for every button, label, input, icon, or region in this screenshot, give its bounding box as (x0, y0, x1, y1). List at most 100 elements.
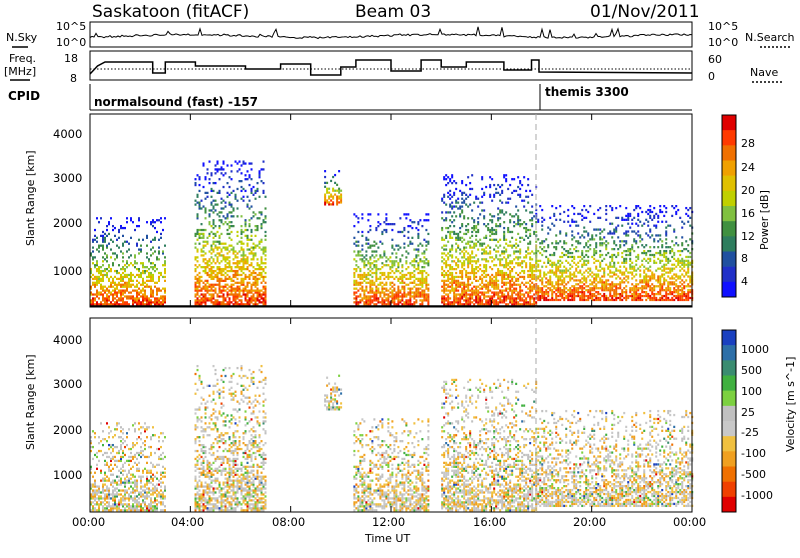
heatmap-cell (587, 289, 589, 291)
heatmap-cell (120, 268, 122, 270)
heatmap-cell (361, 248, 363, 250)
heatmap-cell (132, 274, 134, 276)
heatmap-cell (227, 266, 229, 268)
heatmap-cell (587, 285, 589, 287)
heatmap-cell (136, 299, 138, 301)
heatmap-cell (367, 246, 369, 248)
heatmap-cell (475, 266, 477, 268)
heatmap-cell (421, 289, 423, 291)
heatmap-cell (443, 239, 445, 241)
heatmap-cell (531, 217, 533, 219)
heatmap-cell (136, 289, 138, 291)
heatmap-cell (118, 264, 120, 266)
heatmap-cell (405, 303, 407, 305)
heatmap-cell (611, 271, 613, 273)
heatmap-cell (461, 264, 463, 266)
heatmap-cell (549, 275, 551, 277)
heatmap-cell (559, 270, 561, 272)
heatmap-cell (421, 276, 423, 278)
heatmap-cell (505, 243, 507, 245)
heatmap-cell (507, 297, 509, 299)
heatmap-cell (332, 203, 334, 205)
power-cbar-tick-4: 4 (741, 275, 748, 288)
heatmap-cell (397, 248, 399, 250)
heatmap-cell (609, 295, 611, 297)
heatmap-cell (255, 254, 257, 256)
heatmap-cell (391, 270, 393, 272)
heatmap-cell (205, 286, 207, 288)
heatmap-cell (573, 291, 575, 293)
heatmap-cell (197, 202, 199, 204)
heatmap-cell (239, 274, 241, 276)
heatmap-cell (683, 266, 685, 268)
heatmap-cell (221, 260, 223, 262)
heatmap-cell (593, 279, 595, 281)
heatmap-cell (587, 260, 589, 262)
heatmap-cell (625, 291, 627, 293)
heatmap-cell (94, 303, 96, 305)
heatmap-cell (653, 277, 655, 279)
heatmap-cell (555, 207, 557, 209)
heatmap-cell (265, 291, 267, 293)
heatmap-cell (393, 284, 395, 286)
heatmap-cell (517, 278, 519, 280)
heatmap-cell (493, 293, 495, 295)
heatmap-cell (423, 280, 425, 282)
heatmap-cell (363, 291, 365, 293)
heatmap-cell (585, 230, 587, 232)
heatmap-cell (164, 245, 166, 247)
heatmap-cell (421, 274, 423, 276)
heatmap-cell (409, 219, 411, 221)
heatmap-cell (215, 274, 217, 276)
heatmap-cell (519, 295, 521, 297)
heatmap-cell (609, 223, 611, 225)
heatmap-cell (689, 285, 691, 287)
heatmap-cell (545, 281, 547, 283)
heatmap-cell (96, 278, 98, 280)
heatmap-cell (659, 250, 661, 252)
heatmap-cell (511, 237, 513, 239)
heatmap-cell (539, 271, 541, 273)
heatmap-cell (205, 301, 207, 303)
heatmap-cell (671, 277, 673, 279)
heatmap-cell (585, 242, 587, 244)
heatmap-cell (369, 264, 371, 266)
heatmap-cell (537, 264, 539, 266)
heatmap-cell (391, 289, 393, 291)
heatmap-cell (553, 287, 555, 289)
heatmap-cell (407, 291, 409, 293)
heatmap-cell (513, 221, 515, 223)
heatmap-cell (447, 295, 449, 297)
heatmap-cell (671, 240, 673, 242)
heatmap-cell (245, 274, 247, 276)
heatmap-cell (391, 291, 393, 293)
heatmap-cell (639, 270, 641, 272)
heatmap-cell (160, 274, 162, 276)
heatmap-cell (653, 297, 655, 299)
heatmap-cell (247, 284, 249, 286)
heatmap-cell (96, 503, 98, 505)
heatmap-cell (613, 264, 615, 266)
heatmap-cell (471, 217, 473, 219)
heatmap-cell (144, 299, 146, 301)
heatmap-cell (509, 272, 511, 274)
heatmap-cell (219, 286, 221, 288)
heatmap-cell (503, 272, 505, 274)
heatmap-cell (447, 278, 449, 280)
heatmap-cell (110, 303, 112, 305)
heatmap-cell (227, 182, 229, 184)
heatmap-cell (363, 272, 365, 274)
heatmap-cell (543, 240, 545, 242)
heatmap-cell (491, 221, 493, 223)
heatmap-cell (357, 252, 359, 254)
heatmap-cell (651, 234, 653, 236)
heatmap-cell (513, 291, 515, 293)
heatmap-cell (421, 272, 423, 274)
heatmap-cell (625, 219, 627, 221)
heatmap-cell (201, 301, 203, 303)
heatmap-cell (385, 260, 387, 262)
heatmap-cell (377, 291, 379, 293)
heatmap-cell (375, 303, 377, 305)
heatmap-cell (146, 301, 148, 303)
heatmap-cell (247, 229, 249, 231)
